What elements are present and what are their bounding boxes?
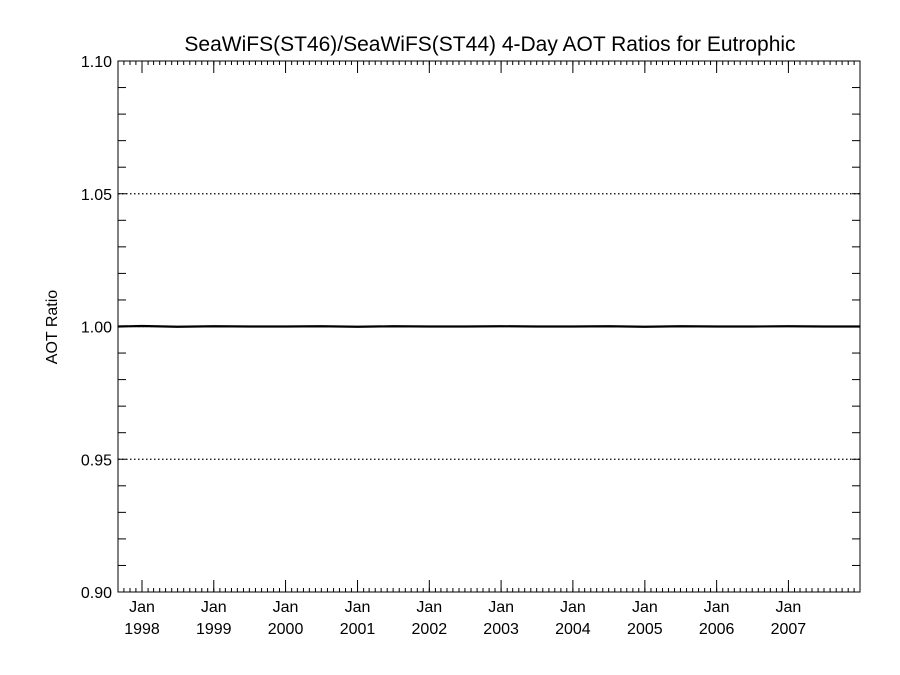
x-tick-label-month: Jan xyxy=(129,599,155,616)
plot-frame xyxy=(117,60,861,593)
x-tick-label-year: 2001 xyxy=(340,621,376,638)
x-tick-label-month: Jan xyxy=(488,599,514,616)
x-tick-labels: Jan 1998 Jan 1999 Jan 2000 Jan 2001 Jan 2002 Jan 20… xyxy=(124,599,806,638)
x-tick-label-month: Jan xyxy=(632,599,658,616)
x-tick-label-year: 2003 xyxy=(483,621,519,638)
x-tick-label-month: Jan xyxy=(776,599,802,616)
x-tick-label-year: 2006 xyxy=(699,621,735,638)
x-tick-label-month: Jan xyxy=(704,599,730,616)
x-tick-label-year: 1999 xyxy=(196,621,232,638)
chart-title: SeaWiFS(ST46)/SeaWiFS(ST44) 4-Day AOT Ra… xyxy=(184,33,795,56)
y-tick-labels: 0.90 0.95 1.00 1.05 1.10 xyxy=(81,54,112,602)
x-tick-label-year: 2007 xyxy=(771,621,807,638)
y-tick-label: 1.05 xyxy=(81,187,112,204)
y-tick-label: 0.95 xyxy=(81,452,112,469)
x-tick-label-year: 2000 xyxy=(268,621,304,638)
y-tick-label: 0.90 xyxy=(81,585,112,602)
y-axis-label: AOT Ratio xyxy=(44,290,61,365)
x-tick-label-year: 2005 xyxy=(627,621,663,638)
x-tick-label-month: Jan xyxy=(273,599,299,616)
y-tick-label: 1.10 xyxy=(81,54,112,71)
x-tick-label-year: 2002 xyxy=(412,621,448,638)
x-tick-label-year: 1998 xyxy=(124,621,160,638)
y-tick-label: 1.00 xyxy=(81,320,112,337)
x-tick-label-year: 2004 xyxy=(555,621,591,638)
x-tick-label-month: Jan xyxy=(345,599,371,616)
series-group xyxy=(117,324,860,328)
x-tick-label-month: Jan xyxy=(560,599,586,616)
major-ticks xyxy=(141,61,789,592)
x-tick-label-month: Jan xyxy=(201,599,227,616)
x-tick-label-month: Jan xyxy=(416,599,442,616)
series-line xyxy=(117,324,860,328)
